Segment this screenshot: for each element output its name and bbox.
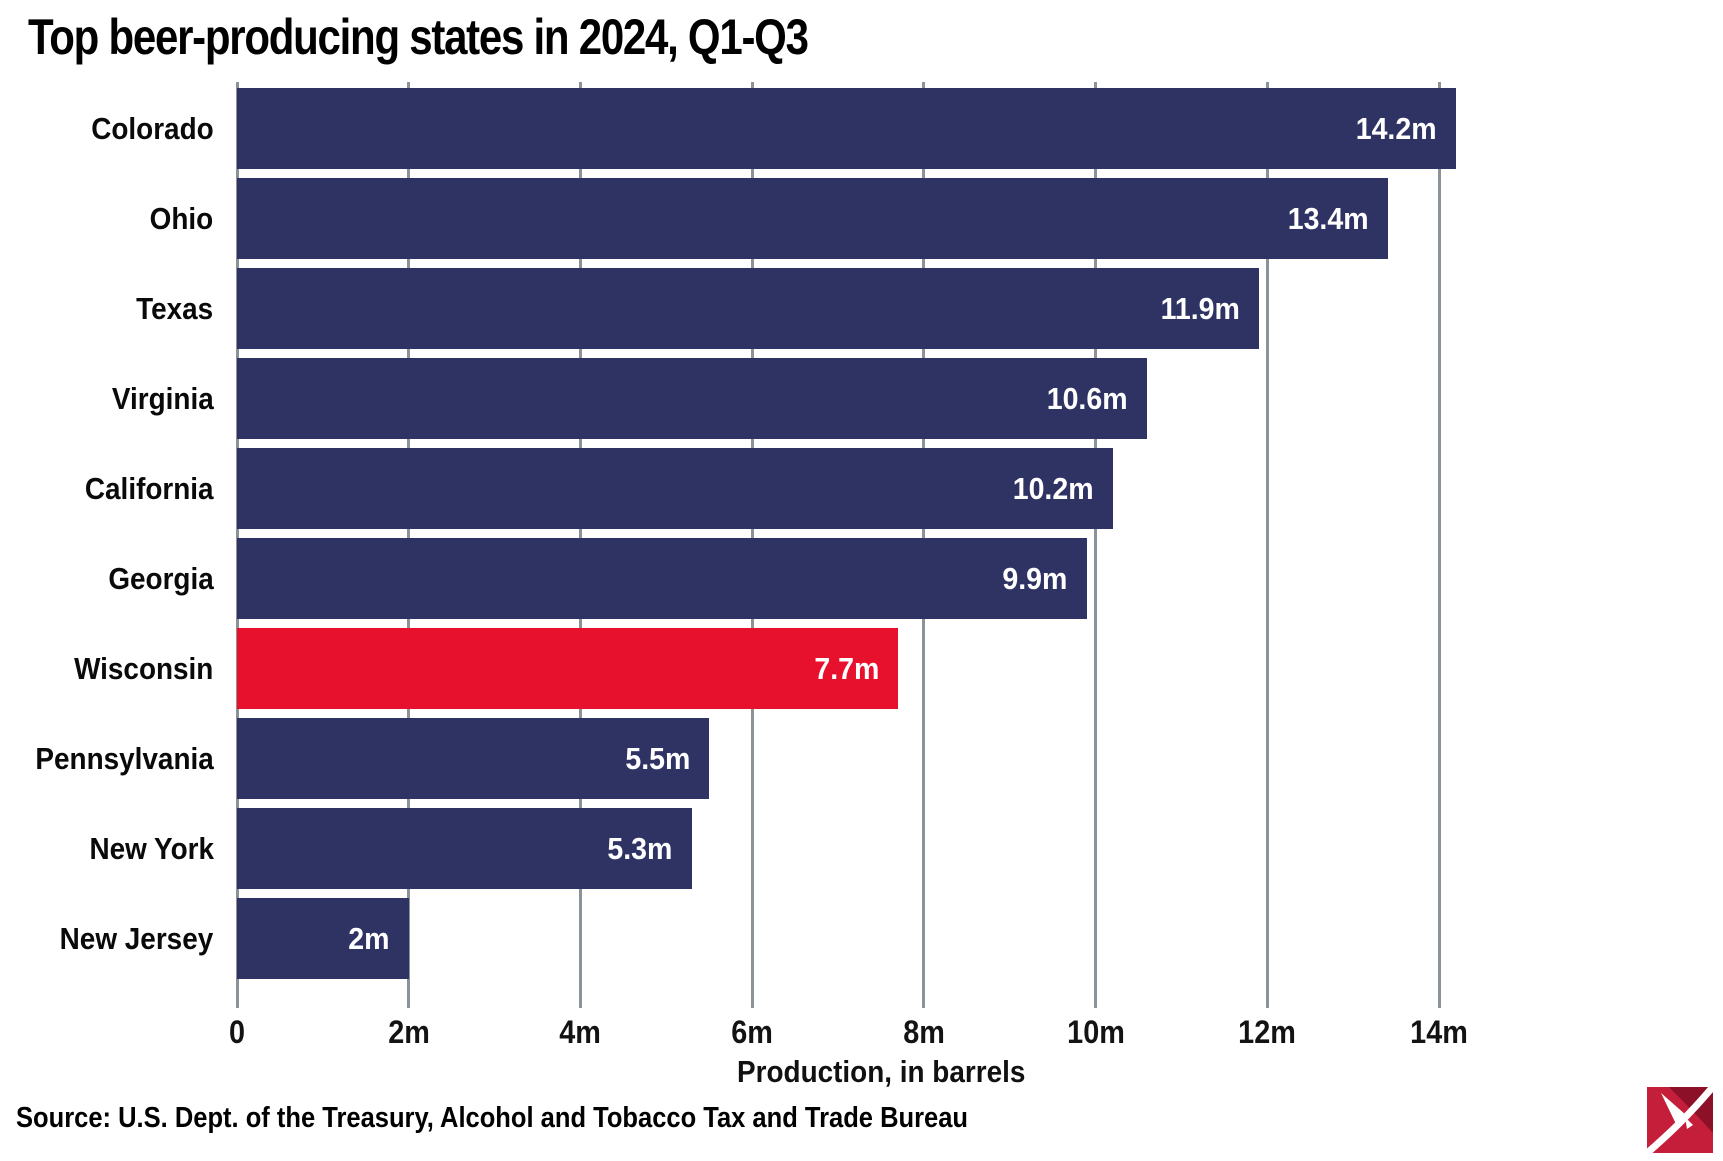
bar-row: New Jersey 2m (60, 898, 1525, 988)
x-axis-ticks: 0 2m 4m 6m 8m 10m 12m 14m (229, 1014, 1525, 1056)
value-label: 14.2m (1356, 111, 1437, 146)
category-label: Colorado (91, 111, 214, 146)
category-label: California (84, 471, 214, 506)
category-label: New York (89, 831, 214, 866)
bar-row: Wisconsin 7.7m (74, 628, 1525, 718)
x-axis-label: Production, in barrels (736, 1054, 1026, 1089)
bar-row: Colorado 14.2m (91, 88, 1525, 178)
value-label: 2m (348, 921, 390, 956)
x-tick-label: 14m (1410, 1014, 1468, 1050)
value-label: 5.3m (607, 831, 673, 866)
category-label: Virginia (111, 381, 214, 416)
value-label: 11.9m (1160, 291, 1240, 326)
lee-enterprises-logo-icon (1642, 1085, 1715, 1158)
bar: 13.4m (237, 178, 1388, 259)
x-tick-label: 4m (559, 1014, 602, 1050)
gridline (1437, 82, 1441, 1008)
bar: 11.9m (237, 268, 1259, 349)
value-label: 13.4m (1287, 201, 1369, 236)
bar: 2m (237, 898, 409, 979)
category-label: Ohio (150, 201, 214, 236)
value-label: 10.6m (1046, 381, 1128, 416)
x-axis-label-row: Production, in barrels (237, 1054, 1525, 1090)
category-label: Wisconsin (74, 651, 214, 686)
bar: 5.5m (237, 718, 710, 799)
category-label: Georgia (108, 561, 214, 596)
category-label: New Jersey (60, 921, 214, 956)
bar-row: Ohio 13.4m (150, 178, 1525, 268)
bar: 14.2m (237, 88, 1457, 169)
x-tick-label: 8m (903, 1014, 945, 1050)
bar-row: California 10.2m (85, 448, 1525, 538)
bar: 10.6m (237, 358, 1148, 439)
bar: 5.3m (237, 808, 693, 889)
bar-row: Pennsylvania 5.5m (35, 718, 1525, 808)
bar: 10.2m (237, 448, 1113, 529)
x-tick-label: 12m (1238, 1014, 1297, 1050)
category-label: Texas (136, 291, 214, 326)
gridline (1265, 82, 1269, 1008)
bar-row: Virginia 10.6m (112, 358, 1525, 448)
source-note: Source: U.S. Dept. of the Treasury, Alco… (16, 1102, 968, 1134)
value-label: 9.9m (1002, 561, 1068, 596)
x-tick-label: 10m (1066, 1014, 1125, 1050)
bar-row: Georgia 9.9m (108, 538, 1525, 628)
x-tick-label: 0 (228, 1014, 246, 1050)
x-tick-label: 2m (387, 1014, 430, 1050)
value-label: 7.7m (813, 651, 879, 686)
bar: 7.7m (237, 628, 899, 709)
x-tick-label: 6m (731, 1014, 773, 1050)
gridline (1094, 82, 1098, 1008)
chart-title: Top beer-producing states in 2024, Q1-Q3 (28, 9, 809, 65)
bar-row: New York 5.3m (89, 808, 1525, 898)
value-label: 10.2m (1012, 471, 1094, 506)
value-label: 5.5m (624, 741, 690, 776)
bar-row: Texas 11.9m (137, 268, 1525, 358)
bar: 9.9m (237, 538, 1088, 619)
bar-rows: Colorado 14.2m Ohio 13.4m Texas 11.9m Vi… (35, 88, 1525, 988)
category-label: Pennsylvania (35, 741, 214, 776)
plot-area: Colorado 14.2m Ohio 13.4m Texas 11.9m Vi… (35, 82, 1525, 1008)
